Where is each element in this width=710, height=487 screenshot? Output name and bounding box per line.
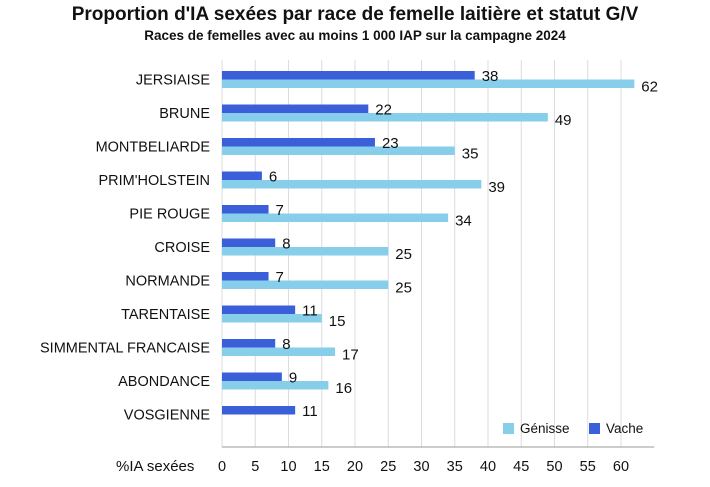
category-label: NORMANDE [125, 274, 210, 290]
bar-vache [222, 104, 369, 113]
bar-vache [222, 272, 269, 281]
bar-genisse [222, 247, 389, 256]
value-label-vache: 8 [282, 236, 290, 253]
chart-title: Proportion d'IA sexées par race de femel… [71, 4, 639, 25]
value-label-genisse: 25 [395, 280, 412, 297]
x-tick-label: 30 [413, 459, 429, 475]
value-label-genisse: 16 [335, 380, 352, 397]
x-tick-label: 0 [218, 459, 226, 475]
bar-vache [222, 339, 276, 348]
value-label-vache: 23 [382, 135, 399, 152]
category-label: PRIM'HOLSTEIN [98, 173, 210, 189]
legend-label: Vache [606, 421, 643, 436]
bar-vache [222, 171, 262, 180]
category-label: PIE ROUGE [129, 207, 210, 223]
legend-swatch [503, 423, 514, 434]
bar-vache [222, 372, 282, 381]
value-label-vache: 9 [289, 370, 297, 387]
value-label-genisse: 17 [342, 347, 359, 364]
value-label-vache: 22 [375, 102, 392, 119]
x-tick-label: 40 [480, 459, 496, 475]
x-tick-label: 50 [546, 459, 562, 475]
x-tick-label: 20 [347, 459, 363, 475]
value-label-genisse: 25 [395, 246, 412, 263]
value-label-vache: 7 [276, 202, 284, 219]
bar-vache [222, 71, 475, 80]
value-label-vache: 7 [276, 269, 284, 286]
category-label: MONTBELIARDE [96, 140, 211, 156]
bar-genisse [222, 180, 482, 189]
bar-genisse [222, 314, 322, 323]
value-label-vache: 8 [282, 336, 290, 353]
x-tick-label: 10 [280, 459, 296, 475]
x-tick-label: 60 [613, 459, 629, 475]
value-label-genisse: 15 [329, 313, 346, 330]
category-label: BRUNE [159, 106, 210, 122]
value-label-vache: 38 [482, 68, 499, 85]
x-tick-label: 5 [251, 459, 259, 475]
category-label: SIMMENTAL FRANCAISE [40, 341, 210, 357]
x-tick-label: 55 [580, 459, 596, 475]
x-axis-title: %IA sexées [116, 458, 194, 475]
category-label: VOSGIENNE [124, 408, 211, 424]
bar-genisse [222, 79, 635, 88]
value-label-vache: 11 [302, 303, 318, 320]
category-label: TARENTAISE [121, 307, 210, 323]
x-tick-label: 35 [447, 459, 463, 475]
legend: Génisse Vache [503, 421, 643, 436]
bars [222, 71, 635, 415]
value-label-genisse: 35 [462, 146, 479, 163]
legend-label: Génisse [520, 421, 570, 436]
value-label-genisse: 62 [641, 79, 658, 96]
chart-subtitle: Races de femelles avec au moins 1 000 IA… [144, 28, 566, 43]
legend-swatch [589, 423, 600, 434]
category-label: JERSIAISE [136, 73, 210, 89]
bar-genisse [222, 113, 548, 122]
bar-genisse [222, 280, 389, 289]
bar-vache [222, 205, 269, 214]
category-label: CROISE [154, 240, 210, 256]
bar-genisse [222, 381, 329, 390]
x-axis-ticks: 0 5 10 15 20 25 30 35 40 45 50 55 60 [218, 459, 629, 475]
value-label-genisse: 34 [455, 213, 472, 230]
bar-genisse [222, 213, 449, 222]
bar-vache [222, 138, 375, 147]
category-labels: JERSIAISE BRUNE MONTBELIARDE PRIM'HOLSTEIN P… [40, 73, 210, 424]
bar-genisse [222, 146, 455, 155]
value-labels: 38 62 22 49 23 35 6 39 7 34 8 25 7 25 11 15 8 17 9 16 11 [269, 68, 658, 420]
bar-vache [222, 238, 276, 247]
x-tick-label: 15 [314, 459, 330, 475]
x-tick-label: 45 [513, 459, 529, 475]
value-label-genisse: 49 [555, 112, 572, 129]
value-label-vache: 11 [302, 403, 318, 420]
bar-vache [222, 305, 296, 314]
bar-vache [222, 406, 296, 415]
x-tick-label: 25 [380, 459, 396, 475]
value-label-vache: 6 [269, 169, 277, 186]
bar-genisse [222, 347, 336, 356]
category-label: ABONDANCE [118, 374, 210, 390]
value-label-genisse: 39 [488, 179, 505, 196]
